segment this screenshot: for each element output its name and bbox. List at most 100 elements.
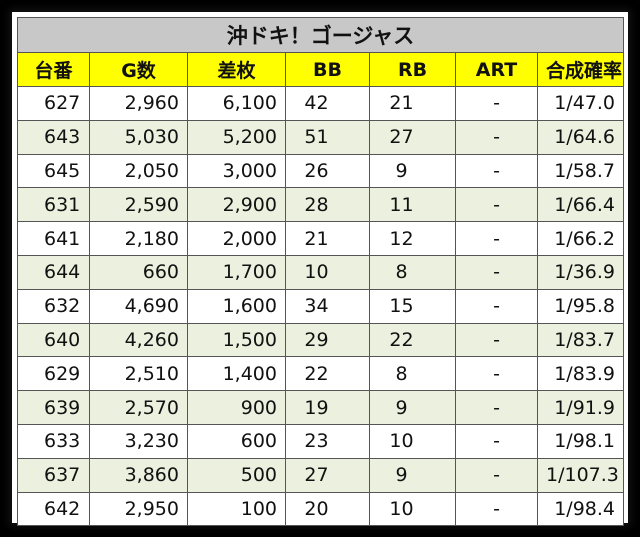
cell-combined-probability: 1/36.9 [537,254,624,290]
cell-rb: 11 [369,187,456,223]
cell-combined-probability: 1/83.7 [537,322,624,358]
cell-machine-number: 645 [17,153,90,189]
cell-bb: 27 [285,457,370,493]
cell-bb: 20 [285,491,370,527]
cell-bb: 26 [285,153,370,189]
cell-art: - [455,356,538,392]
table-row: 641 2,180 2,000 21 12-1/66.2 [17,221,624,256]
cell-difference: 1,700 [187,254,286,290]
cell-games: 5,030 [89,119,188,155]
table-row: 645 2,050 3,000 26 9-1/58.7 [17,153,624,189]
cell-combined-probability: 1/64.6 [537,119,624,155]
cell-difference: 2,900 [187,187,286,223]
cell-machine-number: 643 [17,119,90,155]
cell-art: - [455,288,538,324]
cell-bb: 10 [285,254,370,290]
cell-machine-number: 642 [17,491,90,527]
cell-games: 3,860 [89,457,188,493]
cell-games: 2,950 [89,491,188,527]
cell-combined-probability: 1/98.1 [537,423,624,459]
cell-machine-number: 633 [17,423,90,459]
cell-art: - [455,187,538,223]
cell-bb: 19 [285,390,370,425]
cell-difference: 5,200 [187,119,286,155]
table-row: 633 3,230 600 23 10-1/98.1 [17,423,624,459]
cell-rb: 22 [369,322,456,358]
cell-games: 2,960 [89,86,188,121]
cell-combined-probability: 1/98.4 [537,491,624,527]
cell-difference: 100 [187,491,286,527]
title-row: 沖ドキ！ゴージャス [17,17,624,53]
cell-difference: 1,400 [187,356,286,392]
cell-bb: 28 [285,187,370,223]
cell-bb: 21 [285,221,370,256]
cell-art: - [455,491,538,527]
cell-machine-number: 629 [17,356,90,392]
table-row: 632 4,690 1,600 34 15-1/95.8 [17,288,624,324]
header-row: 台番 G数 差枚 BB RB ART 合成確率 [17,52,624,87]
cell-rb: 8 [369,356,456,392]
table-title: 沖ドキ！ゴージャス [17,17,624,53]
cell-rb: 10 [369,423,456,459]
cell-rb: 9 [369,457,456,493]
table-row: 639 2,570 900 19 9-1/91.9 [17,390,624,425]
table-row: 642 2,950 100 20 10-1/98.4 [17,491,624,527]
cell-difference: 3,000 [187,153,286,189]
column-header-combined-probability: 合成確率 [537,52,624,87]
cell-rb: 15 [369,288,456,324]
cell-combined-probability: 1/66.4 [537,187,624,223]
cell-art: - [455,119,538,155]
cell-machine-number: 641 [17,221,90,256]
cell-machine-number: 640 [17,322,90,358]
cell-machine-number: 644 [17,254,90,290]
cell-rb: 9 [369,153,456,189]
cell-art: - [455,86,538,121]
cell-combined-probability: 1/95.8 [537,288,624,324]
cell-machine-number: 637 [17,457,90,493]
cell-art: - [455,322,538,358]
cell-bb: 51 [285,119,370,155]
cell-difference: 1,600 [187,288,286,324]
cell-bb: 23 [285,423,370,459]
column-header-art: ART [455,52,538,87]
table-row: 644 660 1,700 10 8-1/36.9 [17,254,624,290]
cell-bb: 22 [285,356,370,392]
cell-machine-number: 632 [17,288,90,324]
cell-games: 2,180 [89,221,188,256]
cell-art: - [455,254,538,290]
cell-combined-probability: 1/58.7 [537,153,624,189]
cell-rb: 9 [369,390,456,425]
column-header-bb: BB [285,52,370,87]
column-header-difference: 差枚 [187,52,286,87]
cell-games: 2,590 [89,187,188,223]
table-body: 627 2,960 6,100 42 21-1/47.0 643 5,030 5,200 51 2… [17,86,624,527]
cell-art: - [455,390,538,425]
cell-rb: 21 [369,86,456,121]
cell-rb: 27 [369,119,456,155]
table-row: 629 2,510 1,400 22 8-1/83.9 [17,356,624,392]
cell-combined-probability: 1/83.9 [537,356,624,392]
cell-difference: 6,100 [187,86,286,121]
cell-games: 2,510 [89,356,188,392]
cell-games: 3,230 [89,423,188,459]
cell-bb: 34 [285,288,370,324]
cell-art: - [455,423,538,459]
cell-difference: 1,500 [187,322,286,358]
cell-difference: 500 [187,457,286,493]
cell-games: 2,050 [89,153,188,189]
cell-machine-number: 631 [17,187,90,223]
cell-games: 660 [89,254,188,290]
cell-combined-probability: 1/91.9 [537,390,624,425]
cell-games: 4,260 [89,322,188,358]
table-row: 627 2,960 6,100 42 21-1/47.0 [17,86,624,121]
cell-combined-probability: 1/107.3 [537,457,624,493]
cell-bb: 29 [285,322,370,358]
cell-difference: 900 [187,390,286,425]
table-row: 640 4,260 1,500 29 22-1/83.7 [17,322,624,358]
cell-rb: 8 [369,254,456,290]
cell-combined-probability: 1/66.2 [537,221,624,256]
results-table: 沖ドキ！ゴージャス 台番 G数 差枚 BB RB ART 合成確率 627 2,9… [17,17,624,527]
table-row: 631 2,590 2,900 28 11-1/66.4 [17,187,624,223]
cell-art: - [455,153,538,189]
cell-combined-probability: 1/47.0 [537,86,624,121]
